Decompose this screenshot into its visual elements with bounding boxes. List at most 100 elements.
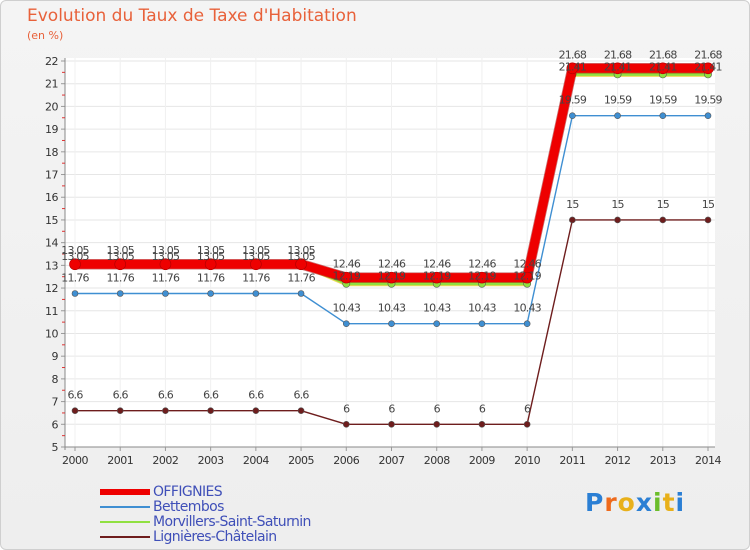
data-label-bettembos: 10.43 (423, 302, 451, 315)
y-tick-label: 19 (45, 123, 58, 136)
logo-letter: o (617, 488, 636, 517)
data-label-offignies: 13.05 (197, 244, 225, 257)
legend-label-offignies: OFFIGNIES (153, 484, 223, 500)
data-point-offignies (250, 258, 262, 271)
data-label-morvillers-saint-saturnin: 13.05 (197, 250, 225, 263)
data-point-ligni-res-ch-telain (523, 420, 531, 428)
data-label-offignies: 12.46 (333, 258, 361, 271)
data-label-bettembos: 19.59 (559, 94, 587, 107)
data-point-bettembos (297, 290, 305, 297)
logo-letter: r (604, 488, 618, 517)
y-tick-label: 10 (45, 327, 58, 340)
x-tick-label: 2001 (107, 454, 133, 467)
data-label-ligni-res-ch-telain: 6.6 (203, 389, 219, 402)
x-tick-label: 2005 (288, 454, 314, 467)
y-tick-label: 17 (45, 169, 58, 182)
x-tick-label: 2010 (514, 454, 540, 467)
data-label-ligni-res-ch-telain: 6.6 (294, 389, 310, 402)
logo-letter: P (585, 488, 605, 517)
x-tick-label: 2008 (424, 454, 450, 467)
data-point-offignies (611, 62, 624, 75)
data-label-morvillers-saint-saturnin: 13.05 (287, 250, 315, 263)
data-point-bettembos (569, 112, 576, 120)
data-point-ligni-res-ch-telain (71, 407, 79, 414)
data-point-bettembos (388, 320, 395, 328)
data-point-offignies (702, 62, 714, 75)
x-tick-label: 2006 (333, 454, 359, 467)
data-point-ligni-res-ch-telain (162, 407, 169, 414)
y-tick-label: 8 (52, 373, 59, 386)
data-label-ligni-res-ch-telain: 6 (388, 402, 395, 415)
data-label-morvillers-saint-saturnin: 13.05 (61, 250, 89, 263)
y-tick-label: 5 (52, 441, 59, 454)
y-tick-label: 14 (45, 237, 58, 250)
data-label-ligni-res-ch-telain: 6 (343, 402, 350, 415)
data-label-bettembos: 19.59 (649, 94, 677, 107)
data-label-offignies: 21.68 (694, 48, 722, 61)
y-tick-label: 21 (45, 78, 58, 91)
data-label-offignies: 21.68 (559, 48, 587, 61)
y-tick-label: 12 (45, 282, 58, 295)
x-tick-label: 2013 (650, 454, 676, 467)
data-point-offignies (159, 258, 172, 271)
x-tick-label: 2003 (198, 454, 224, 467)
data-label-offignies: 12.46 (378, 258, 406, 271)
logo-letter: t (662, 488, 676, 517)
data-label-bettembos: 11.76 (197, 272, 225, 285)
data-label-bettembos: 10.43 (378, 302, 406, 315)
logo-letter: i (675, 488, 686, 517)
x-tick-label: 2004 (243, 454, 269, 467)
data-label-offignies: 13.05 (152, 244, 180, 257)
data-point-ligni-res-ch-telain (433, 420, 441, 428)
data-label-offignies: 12.46 (423, 258, 451, 271)
data-label-bettembos: 11.76 (152, 272, 180, 285)
data-label-ligni-res-ch-telain: 6 (434, 402, 441, 415)
data-point-offignies (204, 258, 217, 271)
y-tick-label: 7 (52, 396, 59, 409)
data-point-bettembos (116, 290, 124, 297)
data-point-offignies (340, 271, 353, 284)
data-label-offignies: 13.05 (242, 244, 270, 257)
data-point-ligni-res-ch-telain (207, 407, 214, 414)
data-point-ligni-res-ch-telain (569, 216, 576, 224)
x-tick-label: 2009 (469, 454, 495, 467)
plot-area (65, 58, 715, 447)
data-point-offignies (430, 271, 443, 284)
data-label-morvillers-saint-saturnin: 12.19 (423, 270, 451, 283)
data-label-bettembos: 11.76 (106, 272, 134, 285)
data-point-ligni-res-ch-telain (342, 420, 350, 428)
y-tick-label: 6 (52, 418, 59, 431)
data-label-ligni-res-ch-telain: 6.6 (248, 389, 264, 402)
data-point-ligni-res-ch-telain (614, 216, 621, 224)
data-point-bettembos (252, 290, 260, 297)
data-label-morvillers-saint-saturnin: 21.41 (559, 60, 587, 73)
data-label-ligni-res-ch-telain: 6 (479, 402, 486, 415)
data-point-bettembos (71, 290, 79, 297)
data-point-bettembos (704, 112, 712, 120)
y-tick-label: 16 (45, 191, 58, 204)
data-label-morvillers-saint-saturnin: 12.19 (513, 270, 541, 283)
data-label-morvillers-saint-saturnin: 13.05 (106, 250, 134, 263)
data-label-offignies: 12.46 (468, 258, 496, 271)
data-label-ligni-res-ch-telain: 6.6 (158, 389, 174, 402)
y-tick-label: 15 (45, 214, 58, 227)
data-point-ligni-res-ch-telain (478, 420, 486, 428)
x-tick-label: 2012 (605, 454, 631, 467)
data-label-bettembos: 10.43 (513, 302, 541, 315)
data-label-bettembos: 11.76 (242, 272, 270, 285)
data-label-offignies: 21.68 (649, 48, 677, 61)
data-label-ligni-res-ch-telain: 6.6 (113, 389, 129, 402)
data-label-morvillers-saint-saturnin: 12.19 (378, 270, 406, 283)
data-label-bettembos: 11.76 (287, 272, 315, 285)
y-axis-unit-label: (en %) (27, 29, 64, 42)
logo-letter: x (635, 488, 653, 517)
data-point-offignies (656, 62, 669, 75)
data-point-ligni-res-ch-telain (659, 216, 667, 224)
data-point-ligni-res-ch-telain (704, 216, 712, 224)
data-point-bettembos (478, 320, 486, 328)
x-tick-label: 2002 (152, 454, 178, 467)
data-label-bettembos: 10.43 (468, 302, 496, 315)
x-tick-label: 2000 (62, 454, 88, 467)
data-label-morvillers-saint-saturnin: 21.41 (694, 60, 722, 73)
